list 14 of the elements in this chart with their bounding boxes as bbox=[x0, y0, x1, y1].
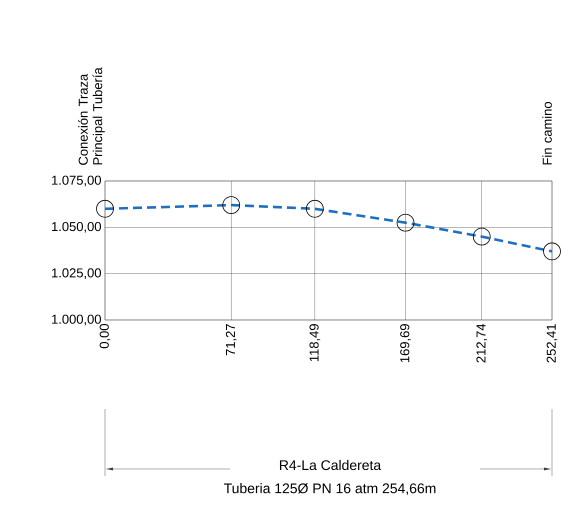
x-tick-label: 118,49 bbox=[309, 324, 320, 362]
y-tick-label: 1.000,00 bbox=[52, 314, 101, 326]
x-tick-label: 0,00 bbox=[100, 324, 110, 348]
text: Tuberia 125Ø PN 16 atm 254,66m bbox=[224, 483, 436, 495]
x-tick-label: 252,41 bbox=[546, 324, 558, 362]
text: R4-La Caldereta bbox=[280, 460, 382, 470]
text: Fin camino bbox=[542, 102, 552, 164]
y-tick-label: 1.025,00 bbox=[52, 268, 101, 280]
y-tick-label: 1.050,00 bbox=[52, 222, 101, 233]
text: Conexión Traza Principal Tubería bbox=[78, 67, 105, 165]
x-tick-label: 212,74 bbox=[476, 324, 488, 362]
x-tick-label: 169,69 bbox=[400, 324, 411, 362]
x-tick-label: 71,27 bbox=[226, 324, 237, 356]
y-tick-label: 1.075,00 bbox=[52, 176, 101, 186]
